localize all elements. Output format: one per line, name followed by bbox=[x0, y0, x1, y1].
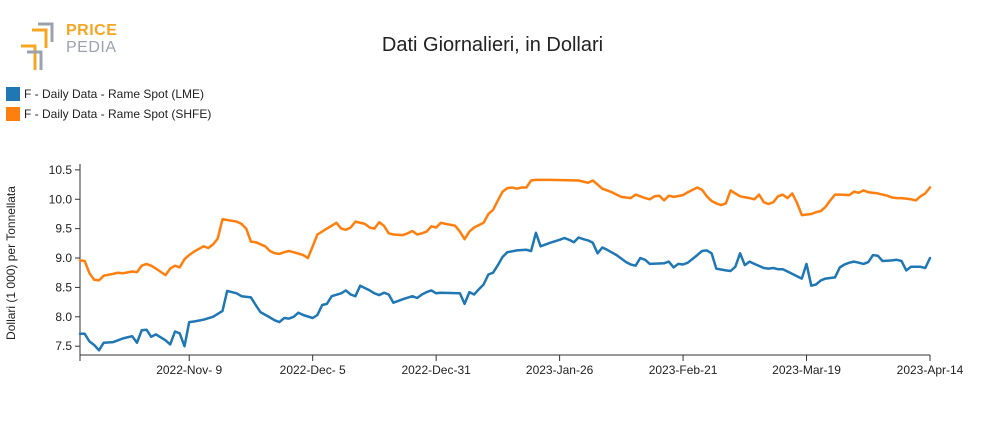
chart-legend: F - Daily Data - Rame Spot (LME) F - Dai… bbox=[6, 84, 211, 124]
x-tick-label: 2022-Dec- 5 bbox=[280, 363, 346, 377]
y-tick-label: 9.0 bbox=[55, 251, 72, 265]
x-tick-label: 2022-Dec-31 bbox=[401, 363, 471, 377]
legend-swatch-lme bbox=[6, 87, 20, 101]
y-tick-label: 9.5 bbox=[55, 222, 72, 236]
series-line-lme[interactable] bbox=[78, 231, 932, 352]
x-axis: 2022-Nov- 9 2022-Dec- 5 2022-Dec-31 2023-Ja… bbox=[79, 354, 964, 377]
legend-swatch-shfe bbox=[6, 107, 20, 121]
pricepedia-logo-mark bbox=[21, 22, 54, 70]
pricepedia-logo: PRICE PEDIA bbox=[18, 22, 128, 72]
legend-item-shfe[interactable]: F - Daily Data - Rame Spot (SHFE) bbox=[6, 104, 211, 124]
logo-text-pedia: PEDIA bbox=[66, 39, 117, 56]
x-tick-label: 2023-Jan-26 bbox=[526, 363, 594, 377]
legend-item-lme[interactable]: F - Daily Data - Rame Spot (LME) bbox=[6, 84, 211, 104]
x-tick-label: 2023-Mar-19 bbox=[772, 363, 841, 377]
series-layer bbox=[78, 178, 932, 352]
y-tick-label: 10.5 bbox=[49, 163, 73, 177]
y-axis-label: Dollari (1 000) per Tonnellata bbox=[4, 186, 18, 340]
chart-title: Dati Giornalieri, in Dollari bbox=[381, 34, 604, 56]
y-tick-label: 8.0 bbox=[55, 310, 72, 324]
legend-label-shfe: F - Daily Data - Rame Spot (SHFE) bbox=[24, 107, 212, 121]
y-tick-label: 10.0 bbox=[49, 192, 73, 206]
logo-text-price: PRICE bbox=[66, 22, 118, 39]
x-tick-label: 2023-Feb-21 bbox=[649, 363, 718, 377]
x-tick-label: 2023-Apr-14 bbox=[897, 363, 964, 377]
y-axis: 7.5 8.0 8.5 9.0 9.5 10.0 10.5 bbox=[49, 163, 81, 355]
y-tick-label: 8.5 bbox=[55, 280, 72, 294]
legend-label-lme: F - Daily Data - Rame Spot (LME) bbox=[24, 87, 205, 101]
y-tick-label: 7.5 bbox=[55, 339, 72, 353]
x-tick-label: 2022-Nov- 9 bbox=[156, 363, 222, 377]
series-line-shfe[interactable] bbox=[78, 178, 932, 282]
